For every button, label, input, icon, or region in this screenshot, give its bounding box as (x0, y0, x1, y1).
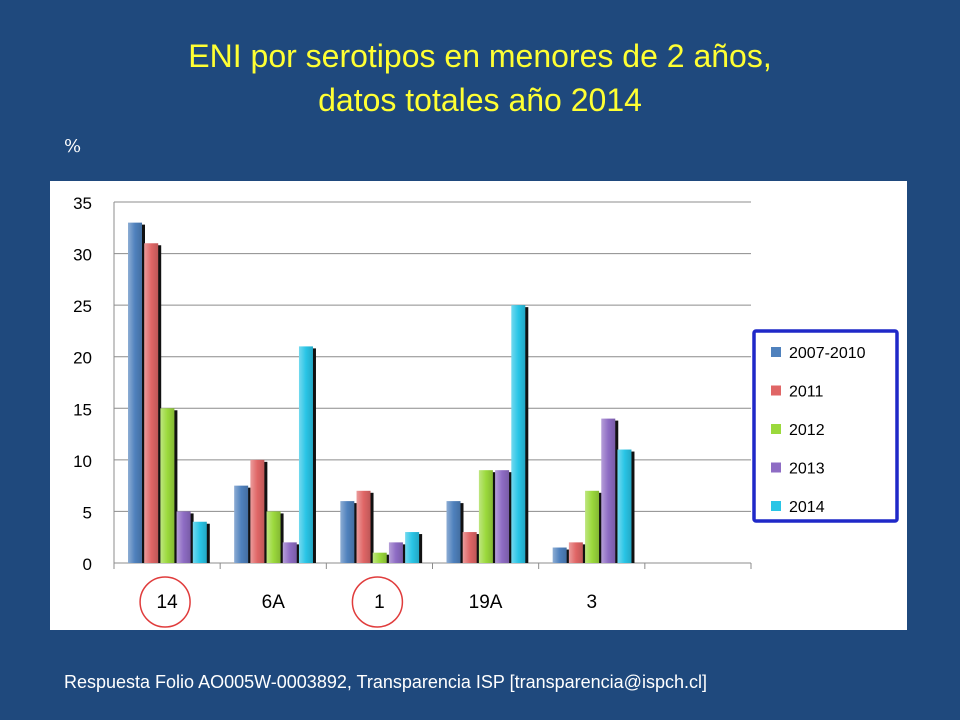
bar (176, 511, 191, 563)
bar (250, 459, 265, 563)
y-tick-label: 15 (73, 400, 92, 419)
bar (340, 501, 355, 563)
legend-swatch (771, 347, 781, 357)
legend-label: 2012 (789, 422, 825, 439)
bar (234, 485, 249, 563)
y-tick-label: 20 (73, 349, 92, 368)
y-tick-label: 30 (73, 246, 92, 265)
bar (372, 552, 387, 563)
bar (160, 408, 175, 563)
x-category-label: 3 (586, 592, 597, 613)
bar (405, 532, 420, 563)
legend-label: 2014 (789, 499, 825, 516)
chart-panel: 0 5 10 15 20 25 30 35 14 6A 1 19A 3 2007-2010 2011 2012… (50, 181, 907, 630)
legend-label: 2007-2010 (789, 345, 866, 362)
y-tick-label: 10 (73, 452, 92, 471)
x-category-label: 1 (374, 592, 385, 613)
y-tick-label: 5 (83, 503, 92, 522)
bar (568, 542, 583, 563)
x-category-label: 14 (157, 592, 179, 613)
legend-label: 2011 (789, 384, 824, 401)
y-tick-label: 0 (83, 555, 92, 574)
bar (495, 470, 510, 563)
bar (617, 449, 632, 563)
title-line-1: ENI por serotipos en menores de 2 años, (188, 38, 772, 74)
bar (601, 418, 616, 563)
slide-title: ENI por serotipos en menores de 2 años, … (0, 34, 960, 122)
bar (446, 501, 461, 563)
x-category-label: 6A (262, 592, 286, 613)
bar (585, 490, 600, 563)
bar (298, 346, 313, 563)
bar (356, 490, 371, 563)
bar (462, 532, 477, 563)
legend-swatch (771, 501, 781, 511)
highlight-circle (351, 576, 404, 628)
legend-swatch (771, 462, 781, 473)
bar (144, 243, 159, 563)
source-footer: Respuesta Folio AO005W-0003892, Transpar… (64, 672, 707, 692)
bar (511, 305, 526, 563)
bar (282, 542, 297, 563)
bar (192, 521, 207, 563)
bar-chart: 0 5 10 15 20 25 30 35 14 6A 1 19A 3 2007-2010 2011 2012… (73, 194, 899, 628)
legend-swatch (771, 385, 781, 396)
unit-label: % (64, 136, 82, 157)
bar (552, 547, 567, 563)
legend-swatch (771, 424, 781, 434)
highlight-circle (139, 576, 191, 628)
bar (388, 542, 403, 563)
bar (266, 511, 281, 563)
legend-box (752, 329, 899, 523)
bar (128, 222, 142, 563)
bar (478, 470, 493, 563)
legend-label: 2013 (789, 461, 825, 478)
title-line-2: datos totales año 2014 (318, 82, 642, 118)
x-category-label: 19A (469, 592, 503, 613)
y-tick-label: 35 (73, 194, 92, 213)
y-tick-label: 25 (73, 297, 92, 316)
